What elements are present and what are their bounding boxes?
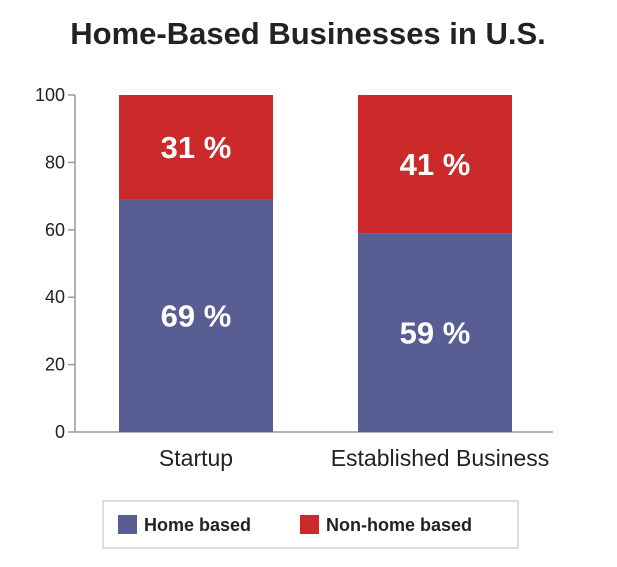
legend-swatch bbox=[118, 515, 137, 534]
bar-non-home-based-established bbox=[358, 95, 512, 234]
y-tick-label: 80 bbox=[45, 152, 65, 172]
data-label: 41 % bbox=[400, 147, 471, 182]
x-category-label: Startup bbox=[159, 445, 233, 471]
data-labels: 69 % 31 % 59 % 41 % bbox=[161, 130, 471, 350]
data-label: 31 % bbox=[161, 130, 232, 165]
y-tick-label: 100 bbox=[35, 85, 65, 105]
legend: Home based Non-home based bbox=[102, 500, 519, 549]
bars bbox=[119, 95, 512, 432]
data-label: 69 % bbox=[161, 299, 232, 334]
bar-home-based-startup bbox=[119, 199, 273, 432]
legend-label: Home based bbox=[144, 515, 251, 535]
legend-label: Non-home based bbox=[326, 515, 472, 535]
axes: 0 20 40 60 80 100 Startup Established Business bbox=[35, 85, 553, 471]
y-tick-label: 20 bbox=[45, 355, 65, 375]
bar-non-home-based-startup bbox=[119, 95, 273, 200]
y-tick-label: 40 bbox=[45, 287, 65, 307]
data-label: 59 % bbox=[400, 316, 471, 351]
y-tick-label: 0 bbox=[55, 422, 65, 442]
y-tick-label: 60 bbox=[45, 220, 65, 240]
chart-title: Home-Based Businesses in U.S. bbox=[70, 16, 546, 51]
x-category-label: Established Business bbox=[331, 445, 550, 471]
legend-swatch bbox=[300, 515, 319, 534]
bar-home-based-established bbox=[358, 233, 512, 432]
